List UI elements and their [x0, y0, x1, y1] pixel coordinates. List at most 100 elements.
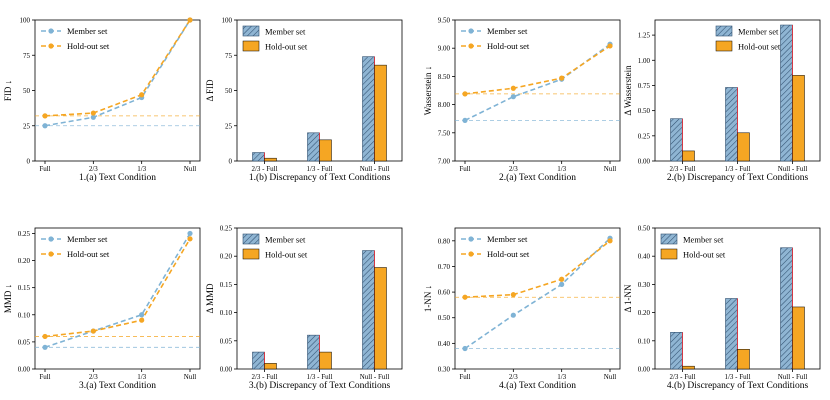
series-line-member [44, 233, 191, 349]
bar-member [670, 332, 683, 370]
series-line-member [44, 19, 191, 127]
chart-panel-8: 0.00 0.10 0.20 0.30 0.40 0.50 Δ 1-NN 4.(b) Disc… [623, 225, 821, 391]
series-line-holdout [464, 240, 611, 299]
x-tick-label: 1/3 - Full [306, 165, 332, 173]
series-line-holdout [44, 19, 191, 117]
series-line-holdout [44, 238, 191, 338]
y-tick-label: 0.40 [638, 253, 651, 261]
data-point-member [559, 281, 565, 287]
chart-panel-3: 7.00 7.50 8.00 8.50 9.00 9.50 Wasserstein ↓ 2.(… [423, 17, 621, 183]
bar-holdout [374, 267, 387, 370]
legend-marker [468, 236, 474, 242]
chart-title: 4.(a) Text Condition [499, 380, 576, 391]
chart-title: 2.(a) Text Condition [499, 172, 576, 183]
bar-holdout [737, 132, 750, 162]
y-tick-label: 7.00 [438, 158, 451, 166]
x-tick-label: Null - Full [778, 165, 808, 173]
x-tick-label: 2/3 [509, 165, 518, 173]
y-tick-label: 0.80 [438, 237, 451, 245]
y-tick-label: 1.25 [638, 32, 651, 40]
legend-marker [48, 43, 54, 49]
y-tick-label: 100 [222, 17, 233, 25]
bar-member [670, 118, 683, 162]
y-tick-label: 0.05 [18, 338, 31, 346]
y-tick-label: 0.20 [18, 257, 31, 265]
x-tick-label: Null - Full [360, 373, 390, 381]
x-tick-label: 1/3 [557, 165, 566, 173]
data-point-holdout [559, 75, 565, 81]
data-point-member [139, 312, 145, 318]
y-tick-label: 8.00 [438, 101, 451, 109]
y-tick-label: 0.70 [438, 263, 451, 271]
legend-swatch-member [242, 233, 260, 245]
x-tick-label: 2/3 - Full [669, 165, 695, 173]
legend-label: Member set [67, 26, 108, 36]
data-point-member [90, 114, 96, 120]
y-axis-label: Δ FID [205, 79, 215, 102]
x-tick-label: Full [459, 165, 470, 173]
legend-label: Hold-out set [738, 42, 781, 52]
legend-label: Member set [265, 27, 306, 37]
y-axis-label: MMD ↓ [3, 284, 13, 313]
chart-panel-5: 0.00 0.05 0.10 0.15 0.20 0.25 MMD ↓ 3.(a) Text … [3, 227, 201, 391]
y-tick-label: 0.25 [638, 132, 651, 140]
data-point-member [42, 123, 48, 129]
legend-label: Hold-out set [67, 41, 110, 51]
legend-label: Hold-out set [67, 249, 110, 259]
y-axis-label: Wasserstein ↓ [423, 66, 433, 116]
bar-holdout [682, 365, 695, 370]
y-tick-label: 0.20 [220, 253, 233, 261]
data-point-member [187, 230, 193, 237]
legend-marker [468, 28, 474, 34]
data-point-holdout [559, 276, 565, 282]
chart-panel-4: 0.00 0.25 0.50 0.75 1.00 1.25 Δ Wasserstein 2.(… [623, 19, 821, 183]
y-tick-label: 0.00 [638, 366, 651, 374]
plot-frame [34, 19, 201, 162]
legend-label: Hold-out set [487, 41, 530, 51]
chart-panel-2: 0 25 50 75 100 Δ FID 1.(b) Discrepancy of Text… [205, 17, 403, 183]
legend-marker [48, 28, 54, 34]
x-tick-label: Null [184, 373, 197, 381]
bar-member [362, 250, 375, 370]
bar-member [780, 24, 793, 162]
legend-label: Hold-out set [265, 42, 308, 52]
x-tick-label: 1/3 - Full [724, 165, 750, 173]
bar-holdout [319, 351, 332, 370]
x-tick-label: Null - Full [778, 373, 808, 381]
legend-label: Member set [265, 235, 306, 245]
legend-swatch-holdout [242, 248, 260, 260]
legend-swatch-holdout [660, 248, 678, 260]
data-point-holdout [187, 236, 193, 242]
y-axis-label: FID ↓ [3, 80, 13, 101]
y-tick-label: 0.60 [438, 289, 451, 297]
y-tick-label: 50 [23, 87, 31, 95]
bar-member [780, 247, 793, 370]
legend-marker [48, 251, 54, 257]
legend-marker [468, 251, 474, 257]
y-tick-label: 0.30 [638, 281, 651, 289]
bar-member [252, 351, 265, 370]
x-tick-label: 2/3 - Full [669, 373, 695, 381]
bar-holdout [792, 306, 805, 370]
y-tick-label: 8.50 [438, 73, 451, 81]
legend-label: Hold-out set [487, 249, 530, 259]
x-tick-label: Null [604, 373, 617, 381]
chart-title: 3.(b) Discrepancy of Text Conditions [249, 380, 391, 391]
x-tick-label: 2/3 [89, 373, 98, 381]
data-point-member [42, 344, 48, 350]
y-tick-label: 75 [225, 52, 233, 60]
y-tick-label: 0 [27, 158, 31, 166]
legend-swatch-member [715, 25, 733, 37]
y-tick-label: 0.50 [638, 107, 651, 115]
bar-holdout [319, 139, 332, 162]
y-tick-label: 0.15 [220, 281, 233, 289]
y-tick-label: 0.50 [438, 314, 451, 322]
y-tick-label: 0.10 [220, 309, 233, 317]
data-point-member [510, 312, 516, 318]
data-point-holdout [90, 328, 96, 334]
plot-frame [454, 227, 621, 370]
chart-panel-1: 0 25 50 75 100 FID ↓ 1.(a) Text Condition Full 2… [3, 17, 201, 183]
y-tick-label: 100 [20, 17, 31, 25]
bar-holdout [737, 349, 750, 370]
